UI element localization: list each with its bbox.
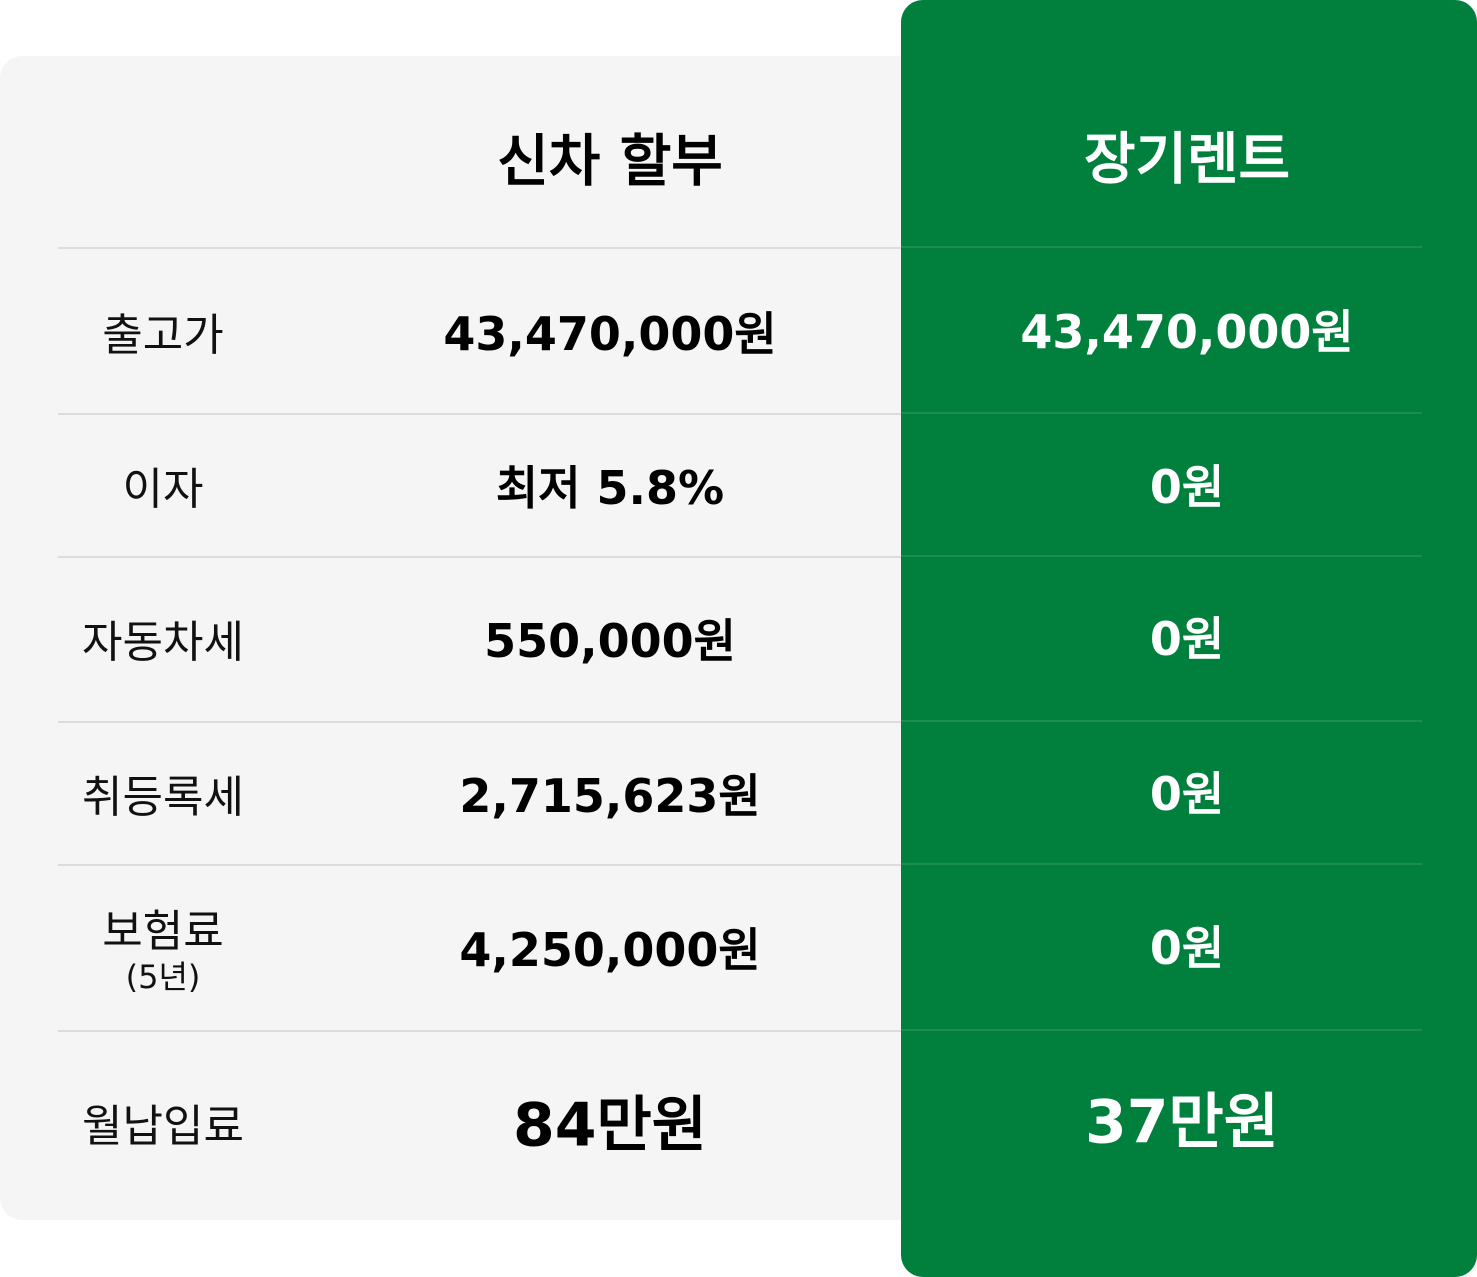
insurance-sublabel: (5년) [125,958,201,996]
divider [58,1030,901,1032]
installment-monthly: 84만원 [513,1090,707,1161]
divider [901,246,1422,248]
rental-price: 43,470,000원 [1020,305,1354,359]
header-installment: 신차 할부 [497,129,723,195]
installment-registration-tax: 2,715,623원 [459,769,761,823]
installment-interest: 최저 5.8% [495,461,725,515]
header-rental: 장기렌트 [1083,127,1291,193]
insurance-label: 보험료 [102,906,224,957]
rental-monthly: 37만원 [1085,1087,1279,1158]
rental-registration-tax: 0원 [1149,767,1225,821]
installment-car-tax: 550,000원 [484,614,736,668]
rental-insurance: 0원 [1149,921,1225,975]
divider [58,413,901,415]
divider [901,1029,1422,1031]
row-label-interest: 이자 [122,464,204,515]
divider [58,721,901,723]
row-label-insurance: 보험료 (5년) [102,895,223,995]
divider [901,720,1422,722]
divider [901,863,1422,865]
installment-price: 43,470,000원 [443,307,777,361]
installment-insurance: 4,250,000원 [459,923,761,977]
row-label-price: 출고가 [102,310,224,361]
divider [58,247,901,249]
row-label-car-tax: 자동차세 [82,617,244,668]
rental-car-tax: 0원 [1149,612,1225,666]
divider [58,864,901,866]
divider [58,556,901,558]
installment-panel [0,56,930,1220]
divider [901,412,1422,414]
rental-interest: 0원 [1149,460,1225,514]
row-label-registration-tax: 취등록세 [82,772,244,823]
divider [901,555,1422,557]
row-label-monthly: 월납입료 [82,1101,244,1152]
rental-panel [901,0,1477,1277]
